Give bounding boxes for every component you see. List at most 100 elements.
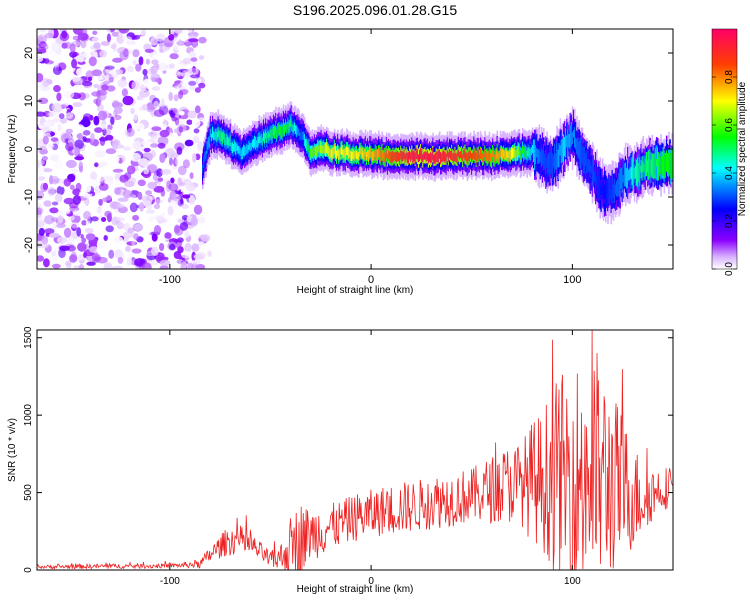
ridge-cell — [462, 154, 464, 162]
noise-blob — [55, 67, 62, 72]
ridge-cell — [587, 159, 589, 173]
noise-blob — [118, 29, 130, 34]
ridge-cell — [330, 149, 332, 158]
ridge-cell — [450, 150, 452, 160]
noise-blob — [164, 232, 172, 239]
noise-blob — [150, 143, 159, 148]
ridge-cell — [558, 143, 561, 168]
noise-blob — [65, 128, 74, 134]
noise-blob — [198, 82, 206, 89]
ridge-cell — [602, 178, 605, 206]
ridge-cell — [392, 150, 394, 163]
noise-blob — [37, 73, 44, 83]
noise-blob — [52, 263, 61, 269]
x-tick-label: -100 — [160, 576, 180, 587]
noise-blob — [43, 200, 52, 207]
noise-blob — [116, 34, 125, 44]
ridge-cell — [565, 128, 567, 158]
noise-blob — [197, 241, 205, 246]
ridge-cell — [475, 152, 478, 165]
ridge-cell — [334, 146, 337, 158]
noise-blob — [178, 90, 183, 100]
ridge-cell — [514, 145, 516, 159]
noise-blob — [71, 58, 78, 69]
noise-blob — [106, 194, 112, 201]
ridge-cell — [660, 156, 662, 175]
ridge-cell — [507, 151, 510, 163]
ridge-cell — [644, 158, 647, 177]
noise-blob — [110, 116, 115, 125]
ridge-cell — [508, 150, 511, 159]
noise-blob — [63, 90, 75, 99]
ridge-cell — [370, 147, 372, 158]
noise-blob — [94, 127, 103, 133]
noise-blob — [91, 253, 101, 262]
colorbar-tick-label: 0.0 — [724, 262, 735, 276]
ridge-cell — [636, 160, 638, 186]
noise-blob — [160, 98, 165, 108]
noise-blob — [121, 88, 128, 97]
noise-blob — [82, 136, 87, 142]
x-tick-label: 100 — [564, 576, 581, 587]
noise-blob — [92, 30, 98, 35]
ridge-cell — [289, 120, 292, 128]
noise-blob — [189, 163, 196, 169]
noise-blob — [169, 243, 176, 250]
noise-blob — [42, 156, 48, 161]
noise-blob — [42, 126, 52, 136]
noise-blob — [158, 46, 168, 53]
snr-xlabel: Height of straight line (km) — [297, 584, 414, 595]
ridge-cell — [617, 178, 619, 197]
noise-blob — [192, 153, 197, 163]
noise-blob — [186, 119, 193, 125]
ridge-cell — [613, 178, 616, 203]
ridge-cell — [451, 147, 453, 161]
noise-blob — [66, 245, 77, 252]
ridge-cell — [618, 173, 620, 197]
ridge-cell — [237, 145, 240, 154]
noise-blob — [194, 87, 201, 93]
noise-blob — [99, 183, 109, 191]
ridge-cell — [446, 150, 449, 158]
ridge-cell — [504, 150, 506, 160]
ridge-cell — [555, 153, 557, 170]
noise-blob — [72, 76, 81, 82]
noise-blob — [151, 246, 159, 256]
ridge-cell — [320, 141, 323, 153]
noise-blob — [77, 242, 87, 252]
ridge-cell — [349, 149, 351, 158]
ridge-cell — [261, 137, 264, 146]
noise-blob — [117, 78, 128, 88]
noise-blob — [97, 95, 102, 106]
noise-blob — [69, 51, 78, 58]
ridge-cell — [296, 125, 298, 137]
ridge-cell — [352, 149, 355, 159]
ridge-cell — [394, 152, 397, 161]
ridge-cell — [523, 148, 525, 159]
ridge-cell — [363, 148, 366, 161]
ridge-cell — [550, 148, 553, 174]
ridge-cell — [380, 150, 382, 162]
ridge-cell — [271, 128, 274, 139]
noise-blob — [106, 33, 111, 43]
ridge-cell — [498, 151, 501, 164]
ridge-cell — [571, 132, 574, 144]
noise-blob — [73, 84, 83, 90]
noise-blob — [114, 178, 121, 187]
ridge-cell — [664, 153, 667, 178]
y-tick-label: 0 — [23, 567, 34, 573]
noise-blob — [76, 68, 83, 76]
ridge-cell — [243, 144, 245, 156]
ridge-cell — [557, 149, 559, 168]
ridge-cell — [431, 153, 433, 163]
noise-blob — [61, 42, 68, 49]
noise-blob — [98, 137, 108, 142]
ridge-cell — [291, 124, 294, 132]
ridge-cell — [351, 151, 354, 161]
noise-blob — [147, 131, 157, 137]
ridge-cell — [638, 163, 640, 183]
noise-blob — [172, 86, 180, 94]
noise-blob — [81, 220, 87, 226]
noise-blob — [83, 183, 92, 193]
